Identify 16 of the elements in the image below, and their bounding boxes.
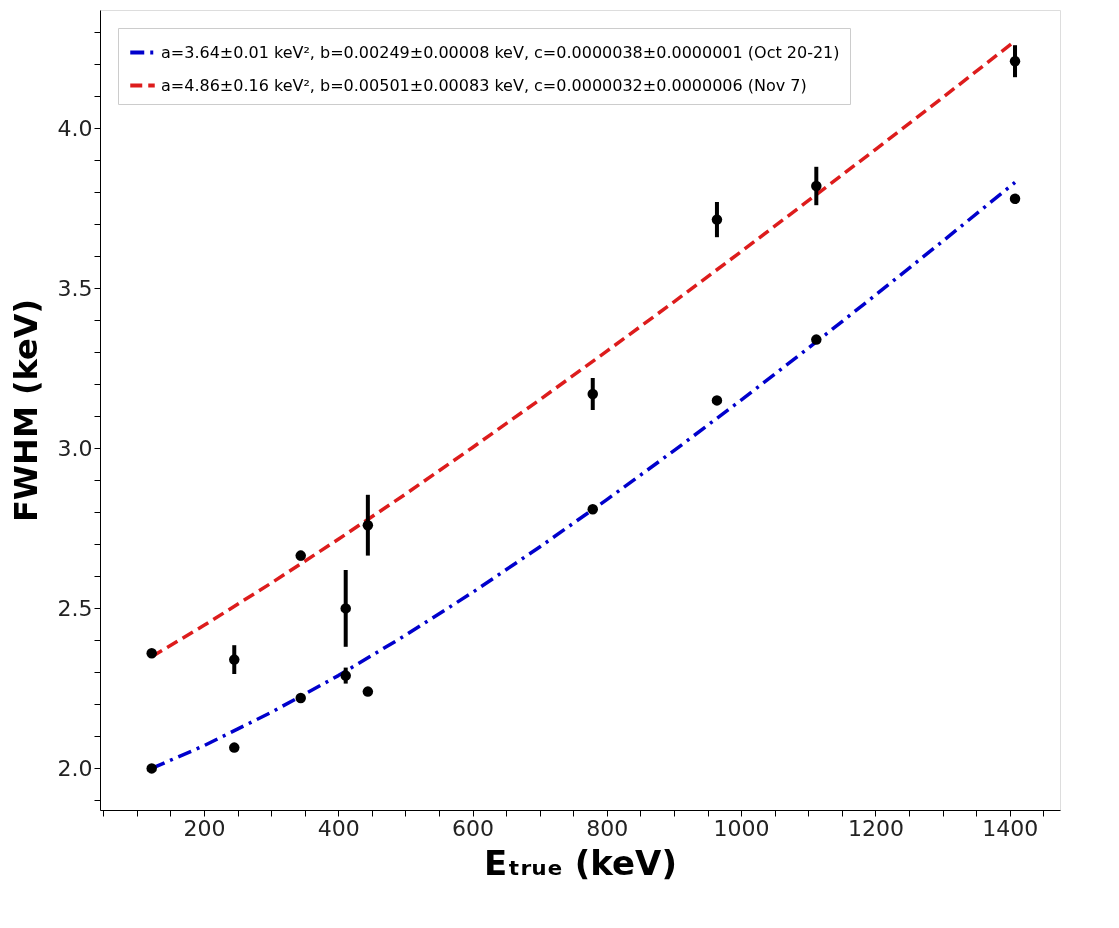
legend-label: a=3.64±0.01 keV², b=0.00249±0.00008 keV, c=0.0000038±0.0000001 (Oct 20-21) [161, 42, 840, 62]
y-tick-label: 2.5 [57, 595, 93, 621]
x-axis-title: Eₜᵣᵤₑ (keV) [484, 842, 677, 883]
y-axis-title: FWHM (keV) [6, 298, 45, 523]
x-tick-label: 400 [317, 815, 360, 841]
y-tick-label: 3.0 [57, 435, 93, 461]
x-tick-label: 600 [452, 815, 495, 841]
y-tick-label: 3.5 [57, 275, 93, 301]
x-tick-label: 1200 [847, 815, 904, 841]
x-tick-label: 800 [586, 815, 629, 841]
y-tick-label: 4.0 [57, 115, 93, 141]
x-tick-label: 1400 [982, 815, 1039, 841]
x-tick-label: 1000 [713, 815, 770, 841]
legend-label: a=4.86±0.16 keV², b=0.00501±0.00083 keV, c=0.0000032±0.0000006 (Nov 7) [161, 75, 807, 95]
y-tick-label: 2.0 [57, 755, 93, 781]
x-tick-label: 200 [183, 815, 226, 841]
